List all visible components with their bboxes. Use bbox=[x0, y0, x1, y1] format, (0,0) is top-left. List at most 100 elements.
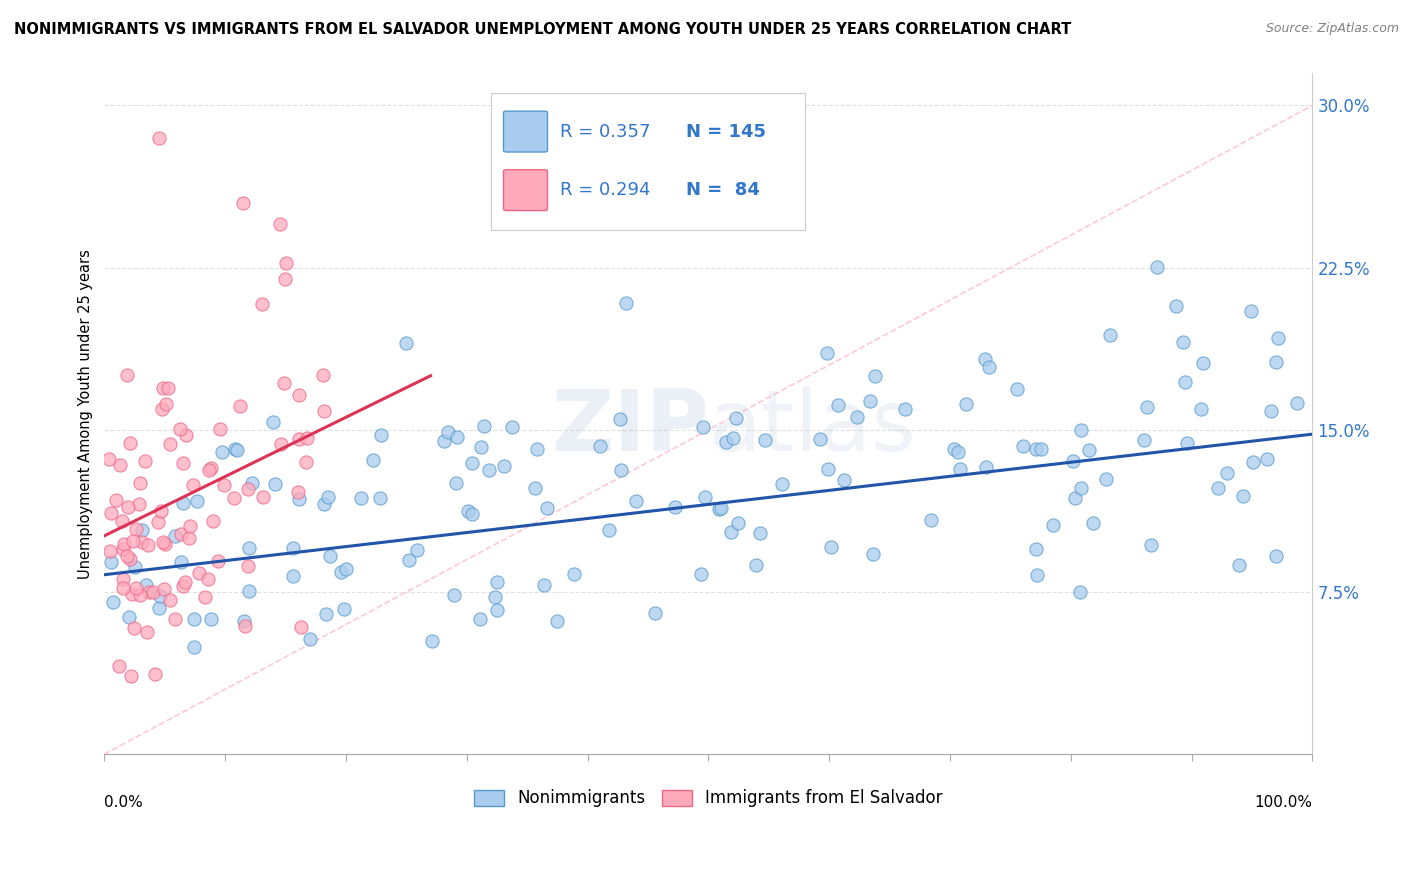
Point bbox=[749, 525, 772, 540]
Point bbox=[142, 585, 165, 599]
Point bbox=[437, 425, 460, 439]
Point bbox=[134, 454, 156, 468]
Point bbox=[97, 451, 120, 466]
Point bbox=[406, 542, 429, 557]
Point bbox=[183, 478, 205, 492]
Point bbox=[1206, 482, 1229, 496]
Point bbox=[1189, 402, 1212, 417]
Point bbox=[232, 195, 254, 210]
Point bbox=[238, 583, 260, 598]
Point bbox=[299, 632, 322, 646]
Point bbox=[172, 456, 194, 470]
Point bbox=[1265, 355, 1288, 369]
Point bbox=[172, 496, 194, 510]
Point bbox=[457, 504, 479, 518]
Point bbox=[721, 432, 744, 446]
Point bbox=[201, 514, 224, 528]
Point bbox=[148, 131, 170, 145]
Point bbox=[692, 419, 714, 434]
Point bbox=[1069, 585, 1091, 599]
Point bbox=[135, 578, 157, 592]
Point bbox=[398, 552, 420, 566]
Point bbox=[200, 612, 222, 626]
Point bbox=[1070, 481, 1092, 495]
Point bbox=[1026, 568, 1049, 582]
Point bbox=[157, 381, 180, 395]
Point bbox=[270, 437, 292, 451]
Point bbox=[118, 610, 141, 624]
Point bbox=[288, 432, 311, 446]
Point bbox=[153, 537, 176, 551]
Point bbox=[350, 491, 373, 506]
Point bbox=[174, 574, 197, 589]
Point bbox=[125, 522, 148, 536]
Point bbox=[948, 444, 970, 458]
Point bbox=[108, 458, 131, 473]
Point bbox=[312, 368, 335, 383]
Point bbox=[714, 435, 737, 450]
Point bbox=[121, 587, 143, 601]
Point bbox=[501, 420, 523, 434]
Point bbox=[269, 218, 291, 232]
Point bbox=[125, 581, 148, 595]
Point bbox=[120, 551, 142, 566]
Point bbox=[136, 538, 159, 552]
Point bbox=[146, 515, 169, 529]
Point bbox=[693, 491, 716, 505]
Point bbox=[942, 442, 965, 456]
Text: ZIP: ZIP bbox=[551, 385, 709, 468]
Point bbox=[312, 497, 335, 511]
Point bbox=[207, 553, 229, 567]
Point bbox=[112, 537, 135, 551]
Point bbox=[1267, 331, 1289, 345]
Point bbox=[187, 566, 209, 580]
Point bbox=[494, 458, 516, 473]
Point bbox=[644, 606, 666, 620]
Point bbox=[224, 442, 246, 456]
Point bbox=[1029, 442, 1052, 456]
Point bbox=[533, 578, 555, 592]
Point bbox=[152, 535, 174, 549]
Point bbox=[148, 600, 170, 615]
Point bbox=[120, 668, 142, 682]
Point bbox=[131, 535, 153, 549]
Point bbox=[122, 621, 145, 635]
Point bbox=[240, 476, 263, 491]
Point bbox=[536, 500, 558, 515]
Point bbox=[159, 593, 181, 607]
Point bbox=[862, 547, 884, 561]
Point bbox=[252, 490, 274, 504]
Point bbox=[846, 409, 869, 424]
Point bbox=[610, 462, 633, 476]
Point bbox=[974, 352, 997, 367]
Point bbox=[624, 494, 647, 508]
Point bbox=[262, 415, 284, 429]
Point bbox=[486, 574, 509, 589]
Point bbox=[1227, 558, 1250, 572]
Point bbox=[333, 602, 356, 616]
Point bbox=[808, 433, 831, 447]
Point bbox=[1070, 423, 1092, 437]
Point bbox=[974, 460, 997, 475]
Point bbox=[112, 581, 135, 595]
Point bbox=[727, 516, 749, 530]
Point bbox=[1256, 452, 1278, 467]
Point bbox=[163, 612, 186, 626]
Point bbox=[312, 404, 335, 418]
Point bbox=[707, 502, 730, 516]
Point bbox=[211, 445, 233, 459]
Point bbox=[315, 607, 337, 621]
Point bbox=[295, 455, 318, 469]
Point bbox=[1146, 260, 1168, 274]
Point bbox=[288, 387, 311, 401]
Point bbox=[183, 611, 205, 625]
Point bbox=[858, 393, 880, 408]
Point bbox=[98, 544, 121, 558]
Point bbox=[461, 508, 484, 522]
Point bbox=[433, 434, 456, 448]
Point bbox=[1192, 356, 1215, 370]
Point bbox=[863, 369, 886, 384]
Point bbox=[470, 440, 492, 454]
Point bbox=[100, 555, 122, 569]
Point bbox=[526, 442, 548, 456]
